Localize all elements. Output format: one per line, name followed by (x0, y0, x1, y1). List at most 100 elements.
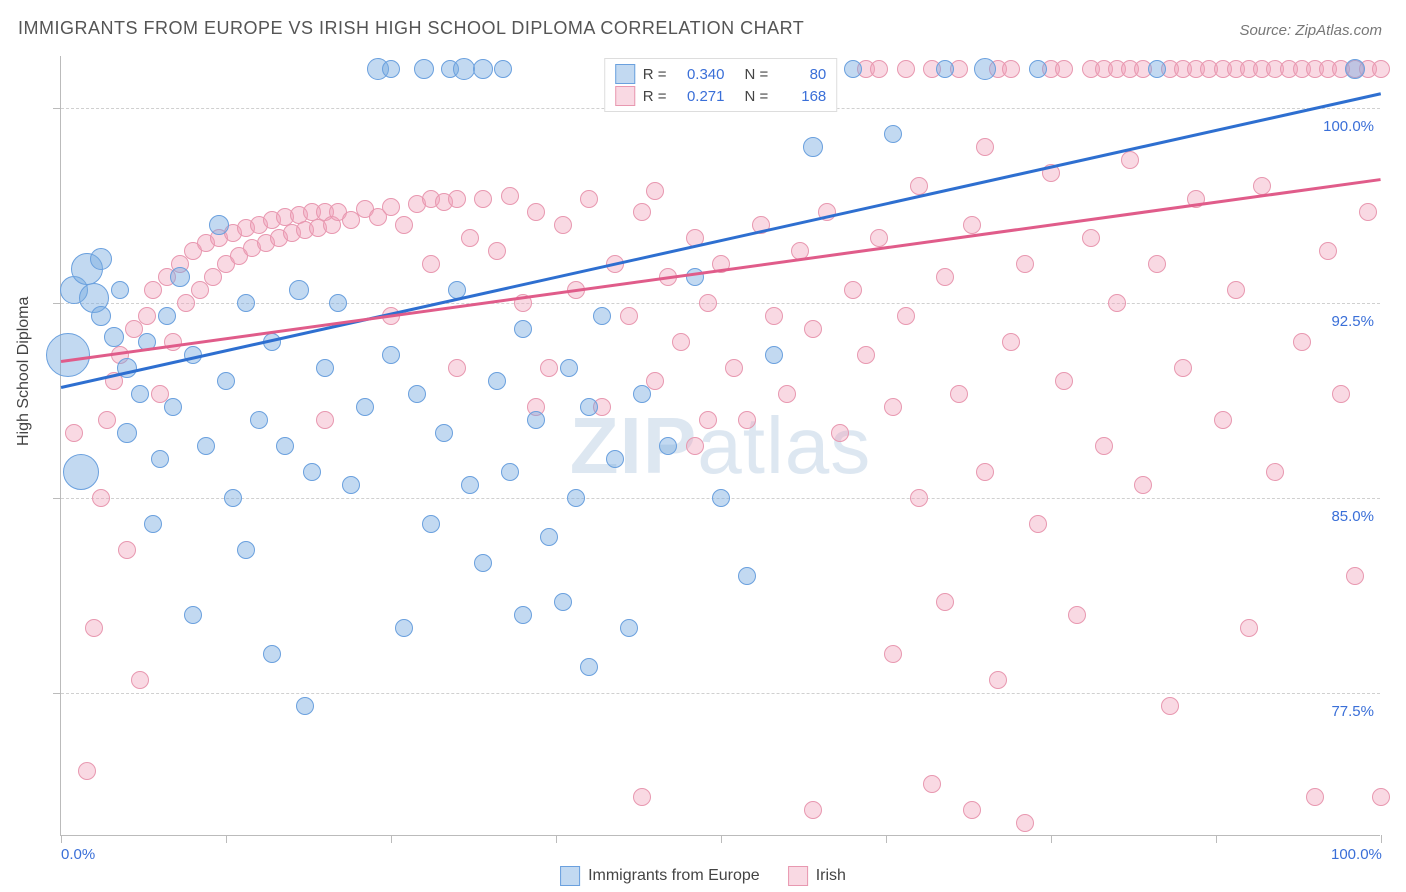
data-point-series1 (197, 437, 215, 455)
legend-swatch (615, 86, 635, 106)
data-point-series2 (422, 255, 440, 273)
data-point-series1 (382, 346, 400, 364)
legend-label: Irish (816, 867, 846, 885)
data-point-series2 (1161, 697, 1179, 715)
data-point-series2 (1148, 255, 1166, 273)
data-point-series1 (514, 320, 532, 338)
data-point-series2 (1266, 463, 1284, 481)
data-point-series2 (527, 203, 545, 221)
data-point-series2 (448, 359, 466, 377)
data-point-series2 (144, 281, 162, 299)
data-point-series1 (296, 697, 314, 715)
data-point-series2 (923, 775, 941, 793)
data-point-series1 (395, 619, 413, 637)
data-point-series1 (540, 528, 558, 546)
data-point-series1 (593, 307, 611, 325)
data-point-series1 (527, 411, 545, 429)
data-point-series2 (448, 190, 466, 208)
x-tick (1216, 835, 1217, 843)
legend-label: Immigrants from Europe (588, 867, 760, 885)
data-point-series1 (560, 359, 578, 377)
data-point-series2 (1055, 372, 1073, 390)
data-point-series1 (844, 60, 862, 78)
legend-swatch (560, 866, 580, 886)
legend-item: Immigrants from Europe (560, 866, 760, 886)
data-point-series2 (870, 229, 888, 247)
data-point-series1 (250, 411, 268, 429)
data-point-series2 (1002, 60, 1020, 78)
data-point-series1 (422, 515, 440, 533)
data-point-series2 (1253, 177, 1271, 195)
data-point-series2 (633, 203, 651, 221)
data-point-series2 (580, 190, 598, 208)
legend-swatch (788, 866, 808, 886)
data-point-series1 (620, 619, 638, 637)
data-point-series1 (514, 606, 532, 624)
data-point-series1 (91, 306, 111, 326)
data-point-series2 (699, 411, 717, 429)
source-label: Source: ZipAtlas.com (1239, 22, 1382, 39)
data-point-series2 (1332, 385, 1350, 403)
legend-item: Irish (788, 866, 846, 886)
data-point-series2 (963, 801, 981, 819)
data-point-series2 (989, 671, 1007, 689)
data-point-series2 (138, 307, 156, 325)
data-point-series2 (1319, 242, 1337, 260)
data-point-series1 (567, 489, 585, 507)
data-point-series2 (765, 307, 783, 325)
data-point-series1 (303, 463, 321, 481)
data-point-series1 (316, 359, 334, 377)
data-point-series2 (936, 593, 954, 611)
data-point-series1 (237, 541, 255, 559)
data-point-series2 (1240, 619, 1258, 637)
x-tick (61, 835, 62, 843)
data-point-series1 (408, 385, 426, 403)
data-point-series2 (177, 294, 195, 312)
data-point-series1 (884, 125, 902, 143)
data-point-series1 (224, 489, 242, 507)
data-point-series2 (778, 385, 796, 403)
data-point-series2 (897, 307, 915, 325)
data-point-series1 (329, 294, 347, 312)
data-point-series1 (633, 385, 651, 403)
data-point-series2 (1016, 814, 1034, 832)
data-point-series1 (494, 60, 512, 78)
data-point-series1 (382, 60, 400, 78)
data-point-series2 (1016, 255, 1034, 273)
data-point-series1 (765, 346, 783, 364)
data-point-series2 (1002, 333, 1020, 351)
gridline (61, 693, 1380, 694)
data-point-series2 (98, 411, 116, 429)
data-point-series1 (111, 281, 129, 299)
data-point-series2 (1082, 229, 1100, 247)
data-point-series2 (725, 359, 743, 377)
data-point-series2 (857, 346, 875, 364)
data-point-series1 (158, 307, 176, 325)
data-point-series2 (85, 619, 103, 637)
data-point-series2 (1121, 151, 1139, 169)
data-point-series2 (1227, 281, 1245, 299)
data-point-series2 (1055, 60, 1073, 78)
data-point-series2 (540, 359, 558, 377)
data-point-series2 (976, 463, 994, 481)
data-point-series2 (884, 398, 902, 416)
data-point-series2 (686, 437, 704, 455)
data-point-series2 (738, 411, 756, 429)
data-point-series2 (316, 411, 334, 429)
chart-plot-area: ZIPatlas R =0.340N =80R =0.271N =168 77.… (60, 56, 1380, 836)
data-point-series1 (289, 280, 309, 300)
data-point-series1 (356, 398, 374, 416)
data-point-series2 (1068, 606, 1086, 624)
data-point-series1 (461, 476, 479, 494)
data-point-series2 (395, 216, 413, 234)
data-point-series1 (104, 327, 124, 347)
data-point-series1 (263, 645, 281, 663)
data-point-series1 (712, 489, 730, 507)
data-point-series2 (831, 424, 849, 442)
data-point-series1 (1345, 59, 1365, 79)
data-point-series2 (936, 268, 954, 286)
data-point-series2 (910, 489, 928, 507)
data-point-series2 (65, 424, 83, 442)
data-point-series2 (92, 489, 110, 507)
data-point-series1 (164, 398, 182, 416)
